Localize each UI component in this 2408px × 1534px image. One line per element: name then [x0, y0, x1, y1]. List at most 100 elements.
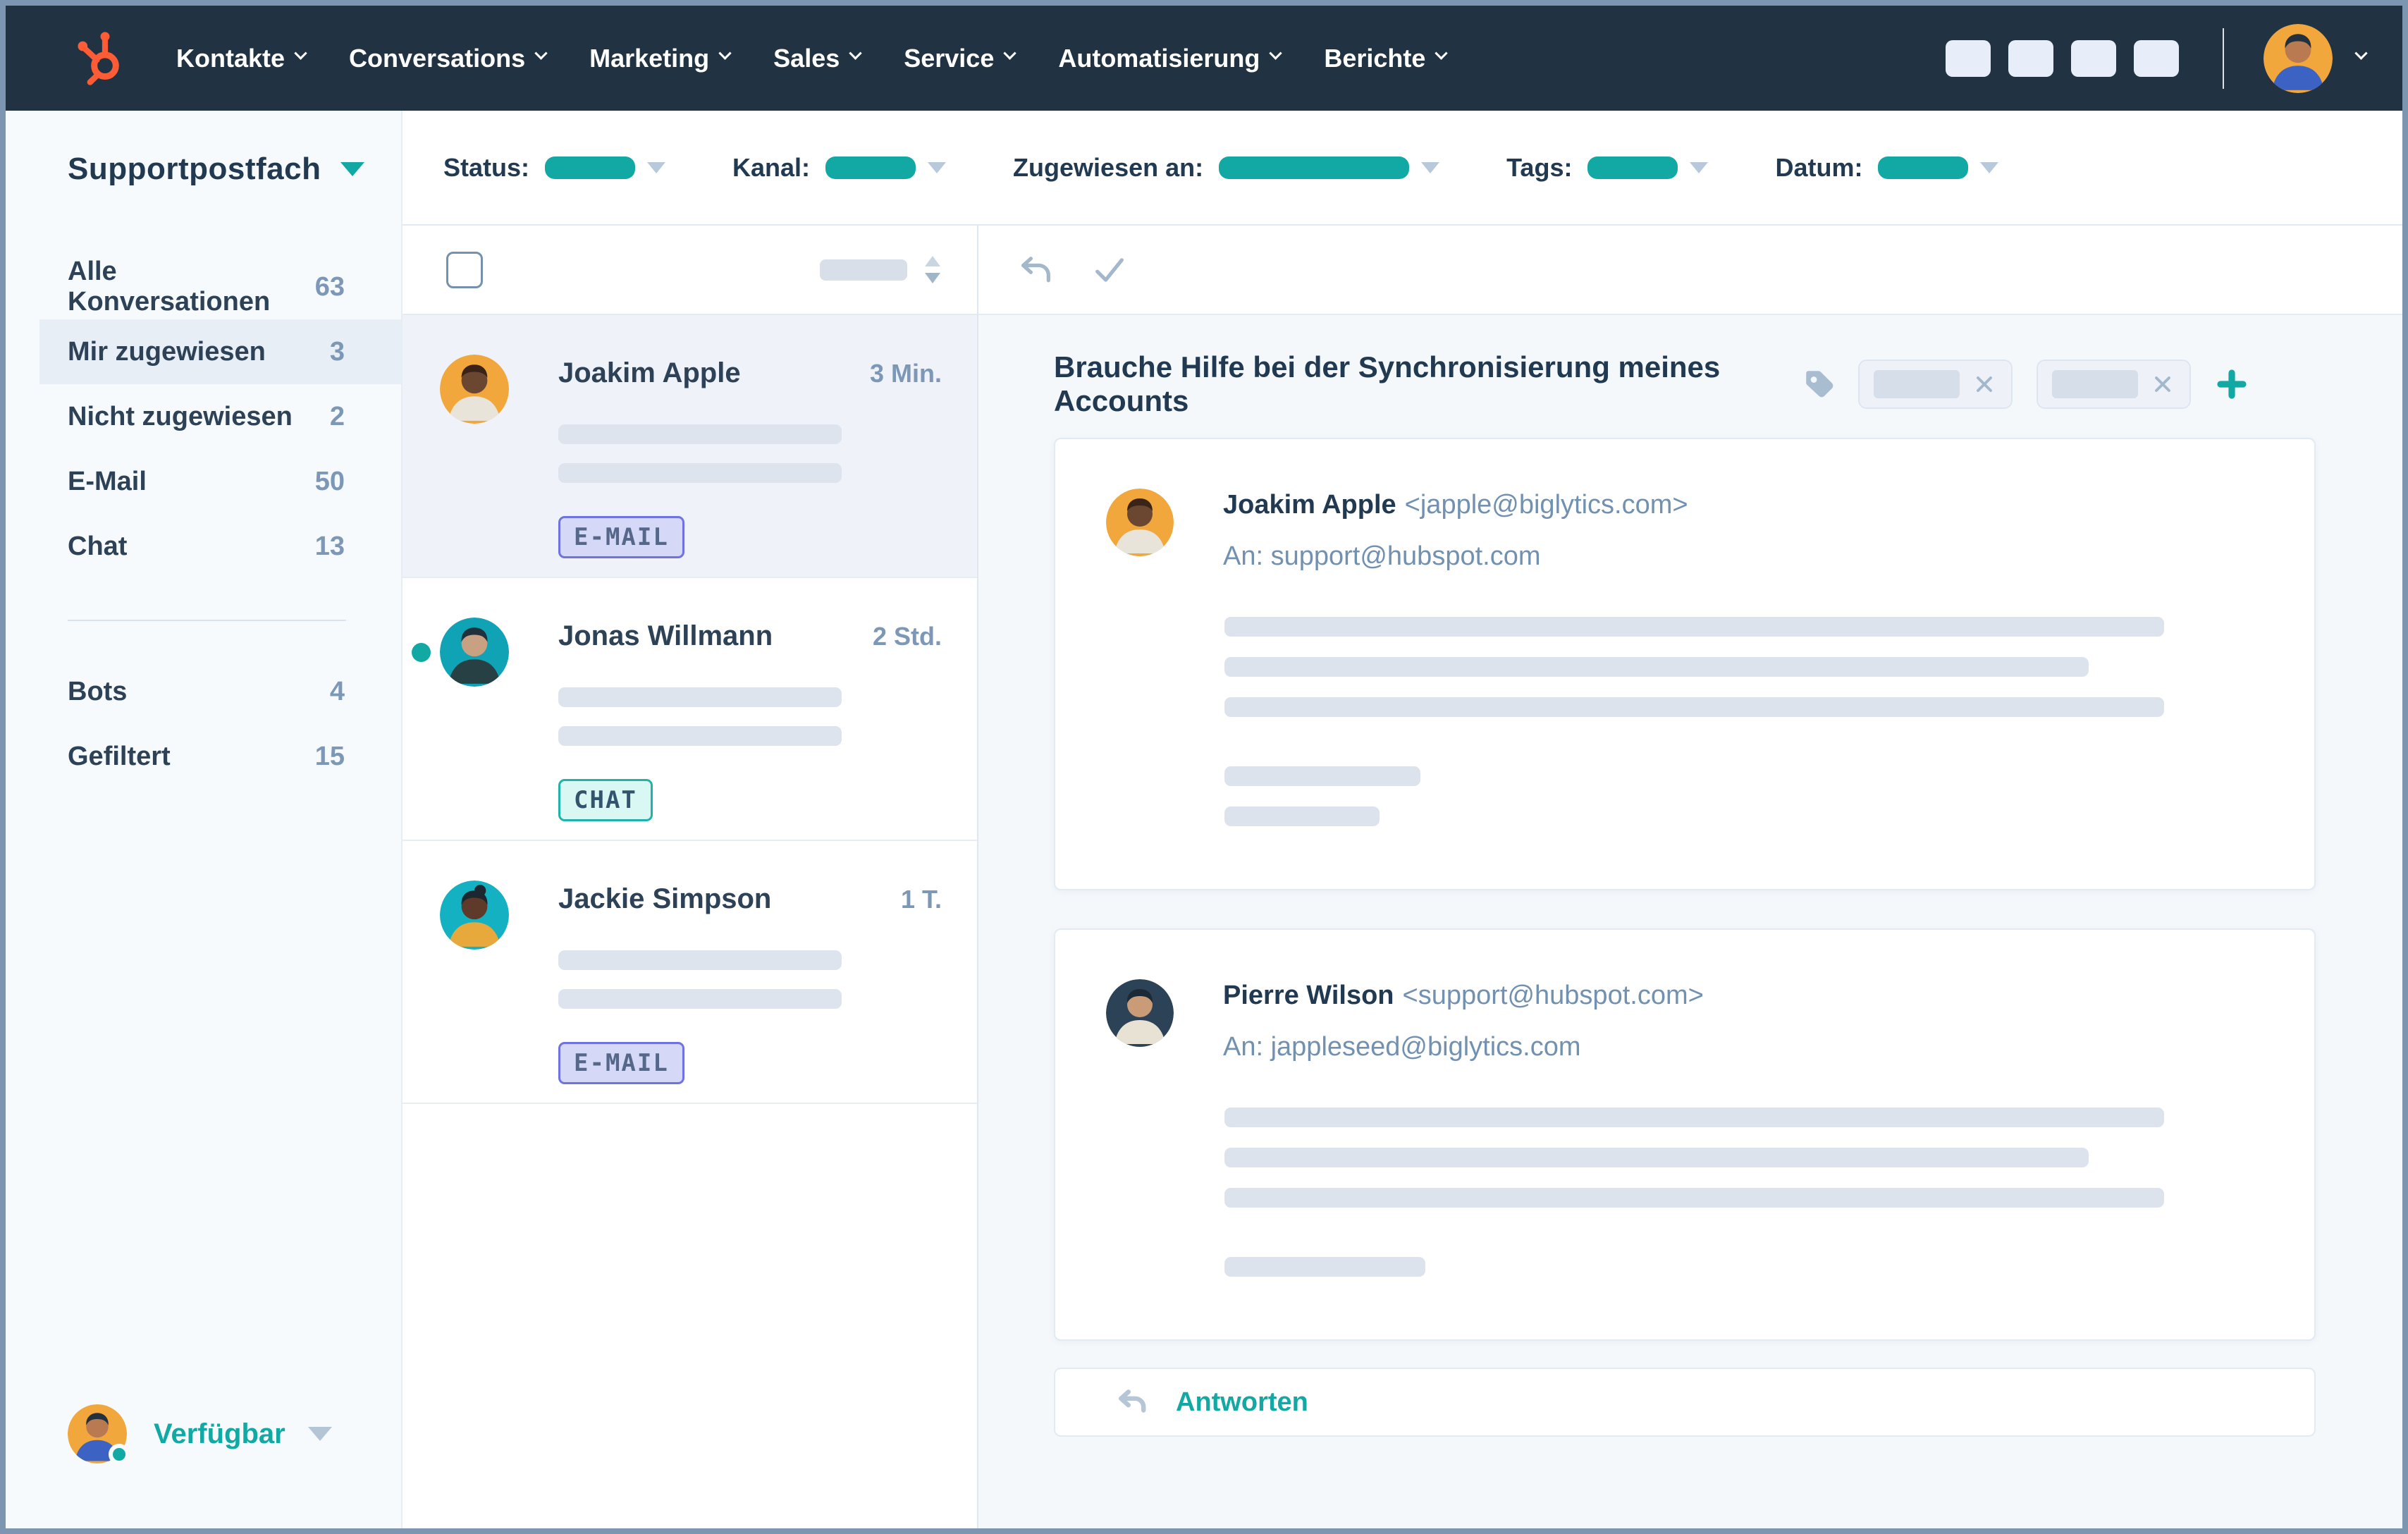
sort-value-pill — [820, 259, 907, 281]
filter-datum[interactable]: Datum: — [1775, 152, 1999, 183]
inbox-switcher[interactable]: Supportpostfach — [6, 111, 401, 187]
unread-dot — [412, 643, 431, 662]
check-icon[interactable] — [1091, 252, 1128, 288]
filter-label: Datum: — [1775, 152, 1863, 182]
list-toolbar — [403, 226, 977, 315]
nav-item-label: Kontakte — [176, 43, 285, 73]
tag-pill[interactable] — [2037, 360, 2191, 409]
select-all-checkbox[interactable] — [446, 251, 483, 288]
sidebar-item-count: 13 — [314, 531, 345, 561]
chevron-down-icon[interactable] — [2354, 47, 2368, 60]
filter-value-pill — [545, 156, 636, 179]
recipient-line: An: jappleseed@biglytics.com — [1223, 1032, 1581, 1062]
user-avatar[interactable] — [2263, 23, 2333, 93]
close-icon[interactable] — [1972, 372, 1997, 397]
contact-avatar — [440, 618, 509, 687]
email-body-placeholder — [1224, 1107, 2261, 1277]
sort-control[interactable] — [820, 256, 940, 283]
tag-icon — [1802, 367, 1837, 402]
nav-item-sales[interactable]: Sales — [773, 43, 862, 73]
conversation-summary: Jonas Willmann 2 Std. CHAT — [558, 618, 942, 840]
sender-name: Pierre Wilson — [1223, 981, 1394, 1010]
hubspot-logo-icon[interactable] — [73, 30, 124, 87]
email-body-placeholder — [1224, 617, 2261, 826]
nav-item-automatisierung[interactable]: Automatisierung — [1058, 44, 1283, 73]
conversation-summary: Joakim Apple 3 Min. E-MAIL — [558, 355, 942, 577]
agent-avatar — [68, 1404, 130, 1465]
sidebar-item-bots[interactable]: Bots 4 — [39, 659, 401, 724]
filter-value-pill — [1219, 156, 1410, 179]
add-tag-icon[interactable] — [2215, 367, 2249, 401]
sidebar-item-label: Gefiltert — [68, 741, 171, 771]
filter-kanal[interactable]: Kanal: — [732, 153, 947, 183]
chevron-down-icon — [1421, 161, 1440, 173]
availability-label: Verfügbar — [154, 1418, 285, 1449]
sidebar-item-chat[interactable]: Chat 13 — [39, 514, 401, 579]
sender-email: <japple@biglytics.com> — [1404, 490, 1688, 520]
nav-item-service[interactable]: Service — [904, 43, 1017, 73]
filter-value-pill — [1878, 156, 1969, 179]
sidebar-item-mir-zugewiesen[interactable]: Mir zugewiesen 3 — [39, 319, 401, 384]
conversation-list-panel: Joakim Apple 3 Min. E-MAIL — [403, 226, 978, 1528]
filter-label: Status: — [443, 152, 530, 182]
nav-item-label: Sales — [773, 43, 840, 73]
chevron-down-icon — [1980, 161, 1999, 173]
chevron-down-icon — [928, 161, 947, 173]
sidebar-item-email[interactable]: E-Mail 50 — [39, 449, 401, 514]
filter-bar: Status: Kanal: Zugewiesen an: Tags: Datu… — [403, 111, 2402, 226]
conversation-rows: Joakim Apple 3 Min. E-MAIL — [403, 315, 977, 1104]
thread-toolbar — [978, 226, 2402, 315]
preview-placeholder — [558, 950, 942, 1009]
close-icon[interactable] — [2150, 372, 2175, 397]
sidebar-item-alle-konversationen[interactable]: Alle Konversationen 63 — [39, 254, 401, 319]
conversation-row-jackie-simpson[interactable]: Jackie Simpson 1 T. E-MAIL — [403, 841, 977, 1104]
reply-button[interactable]: Antworten — [1176, 1387, 1308, 1417]
sidebar-secondary-views: Bots 4 Gefiltert 15 — [6, 659, 401, 789]
chevron-down-icon — [534, 47, 548, 60]
sidebar-item-count: 2 — [329, 401, 345, 431]
nav-item-berichte[interactable]: Berichte — [1324, 44, 1449, 73]
tag-pill[interactable] — [1858, 360, 2013, 409]
filter-label: Zugewiesen an: — [1013, 152, 1204, 182]
nav-item-marketing[interactable]: Marketing — [589, 44, 732, 73]
conversation-summary: Jackie Simpson 1 T. E-MAIL — [558, 880, 942, 1103]
reply-icon[interactable] — [1018, 252, 1055, 288]
nav-action-placeholder[interactable] — [2071, 39, 2116, 77]
agent-status[interactable]: Verfügbar — [6, 1404, 401, 1528]
nav-item-conversations[interactable]: Conversations — [349, 43, 548, 73]
inbox-sidebar: Supportpostfach Alle Konversationen 63 Mi… — [6, 111, 403, 1528]
nav-action-placeholder[interactable] — [2134, 39, 2179, 77]
recipient-line: An: support@hubspot.com — [1223, 541, 1541, 571]
sidebar-item-label: Nicht zugewiesen — [68, 401, 293, 431]
caret-down-icon — [925, 273, 940, 283]
nav-item-kontakte[interactable]: Kontakte — [176, 43, 307, 73]
reply-bar[interactable]: Antworten — [1054, 1368, 2316, 1437]
nav-item-label: Conversations — [349, 43, 526, 73]
nav-action-placeholder[interactable] — [1946, 39, 1991, 77]
email-header: Pierre Wilson <support@hubspot.com> An: j… — [1106, 979, 2261, 1062]
filter-zugewiesen-an[interactable]: Zugewiesen an: — [1013, 152, 1440, 183]
filter-tags[interactable]: Tags: — [1506, 153, 1709, 183]
conversation-row-jonas-willmann[interactable]: Jonas Willmann 2 Std. CHAT — [403, 578, 977, 841]
top-nav: Kontakte Conversations Marketing Sales S… — [6, 6, 2402, 111]
chevron-down-icon — [1003, 47, 1017, 60]
sender-avatar — [1106, 979, 1174, 1047]
chevron-down-icon — [1269, 47, 1283, 60]
channel-badge: CHAT — [558, 779, 653, 821]
sidebar-item-gefiltert[interactable]: Gefiltert 15 — [39, 724, 401, 789]
thread-header: Brauche Hilfe bei der Synchronisierung m… — [1054, 350, 2316, 418]
sidebar-item-count: 4 — [329, 676, 345, 706]
channel-badge: E-MAIL — [558, 1042, 684, 1084]
sender-name: Joakim Apple — [1223, 490, 1396, 520]
nav-item-label: Service — [904, 43, 995, 73]
preview-placeholder — [558, 424, 942, 483]
caret-up-icon — [925, 256, 940, 266]
sort-carets-icon — [925, 256, 940, 283]
contact-name: Jackie Simpson — [558, 883, 772, 914]
nav-action-placeholder[interactable] — [2008, 39, 2053, 77]
filter-status[interactable]: Status: — [443, 152, 666, 183]
conversation-row-joakim-apple[interactable]: Joakim Apple 3 Min. E-MAIL — [403, 315, 977, 578]
sidebar-item-nicht-zugewiesen[interactable]: Nicht zugewiesen 2 — [39, 384, 401, 449]
conversation-time: 3 Min. — [869, 359, 942, 388]
inbox-title: Supportpostfach — [68, 152, 321, 186]
